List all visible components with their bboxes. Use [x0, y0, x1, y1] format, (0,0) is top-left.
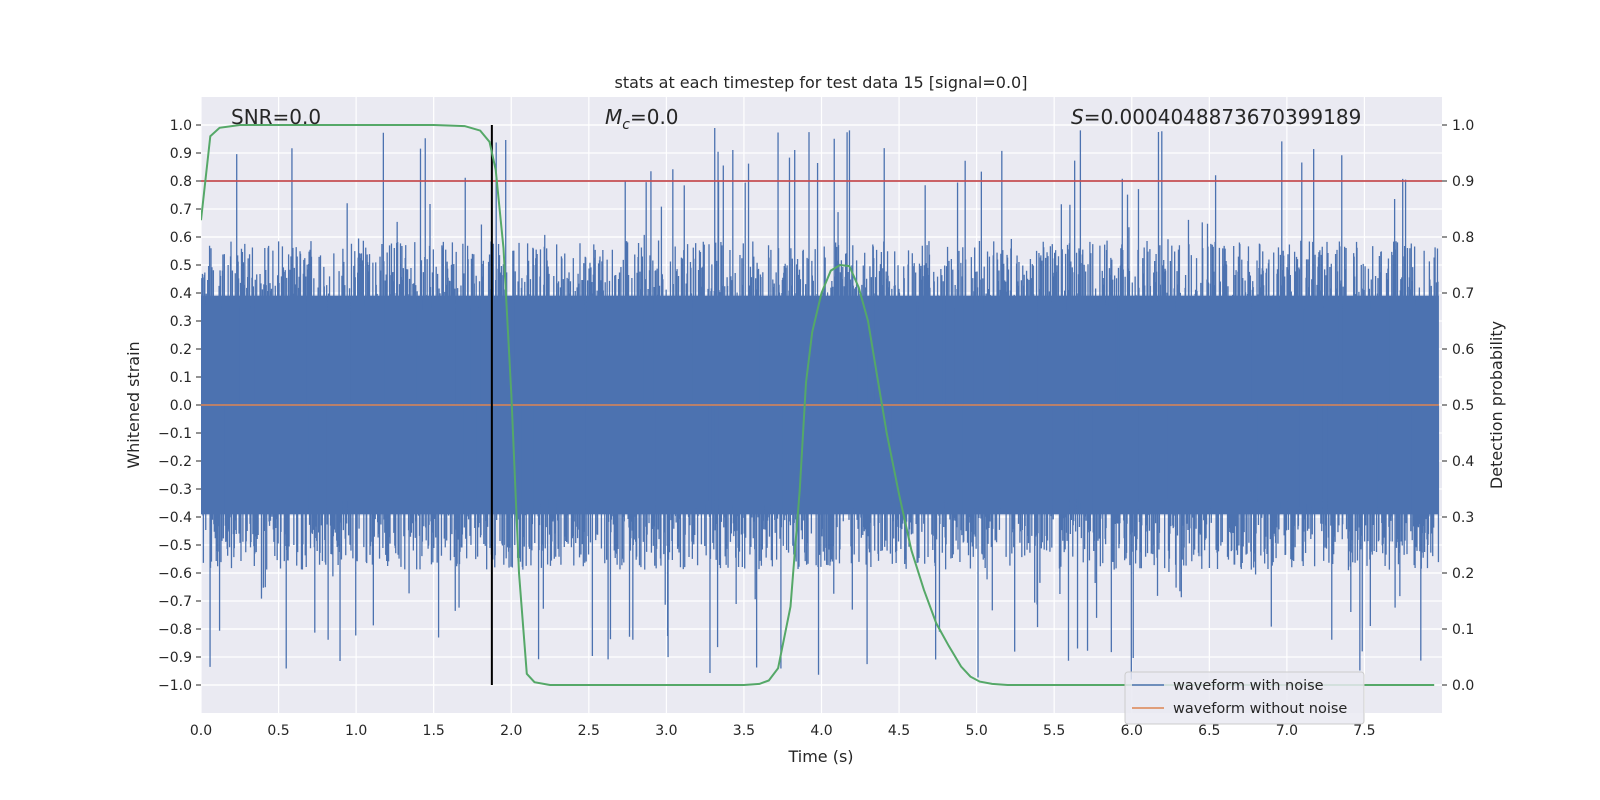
legend: waveform with noise waveform without noi…: [1124, 671, 1365, 725]
x-tick-label: 5.0: [965, 723, 987, 739]
y-tick-label: −0.2: [158, 454, 192, 470]
chirp-mass-value: =0.0: [630, 105, 679, 129]
y2-tick-label: 0.0: [1452, 678, 1474, 694]
y2-tick-label: 0.9: [1452, 174, 1474, 190]
x-tick-label: 1.0: [345, 723, 367, 739]
legend-box: [1124, 671, 1365, 725]
x-tick-label: 4.5: [888, 723, 910, 739]
s-symbol: S: [1071, 105, 1084, 129]
y-tick-label: 0.9: [170, 146, 192, 162]
y2-tick-label: 1.0: [1452, 118, 1474, 134]
y2-tick-label: 0.4: [1452, 454, 1474, 470]
y2-axis-label: Detection probability: [1487, 321, 1506, 489]
x-tick-label: 3.5: [733, 723, 755, 739]
x-axis-label: Time (s): [787, 747, 853, 766]
y-tick-label: 0.3: [170, 314, 192, 330]
y-tick-label: −0.1: [158, 426, 192, 442]
legend-label-waveform-with-noise: waveform with noise: [1173, 678, 1324, 694]
y-tick-label: 0.1: [170, 370, 192, 386]
y2-tick-label: 0.7: [1452, 286, 1474, 302]
x-tick-label: 1.5: [423, 723, 445, 739]
y-ticks: 1.0 0.9 0.8 0.7 0.6 0.5 0.4 0.3 0.2 0.1 0.0 −0.1 −0.…: [158, 118, 201, 694]
chart-title: stats at each timestep for test data 15 …: [615, 73, 1028, 92]
y-tick-label: −0.4: [158, 510, 192, 526]
y-tick-label: 0.7: [170, 202, 192, 218]
y-tick-label: −0.7: [158, 594, 192, 610]
y-tick-label: −0.5: [158, 538, 192, 554]
y-tick-label: −1.0: [158, 678, 192, 694]
x-tick-label: 2.0: [500, 723, 522, 739]
chirp-mass-annotation: Mc=0.0: [605, 105, 679, 133]
y-tick-label: −0.8: [158, 622, 192, 638]
x-ticks: 0.0 0.5 1.0 1.5 2.0 2.5 3.0 3.5 4.0 4.5 5.0 5.5 6.0 6…: [190, 723, 1376, 739]
y2-tick-label: 0.5: [1452, 398, 1474, 414]
x-tick-label: 7.0: [1276, 723, 1298, 739]
y-tick-label: 0.8: [170, 174, 192, 190]
snr-statistic-annotation: S=0.0004048873670399189: [1071, 105, 1361, 129]
y-tick-label: −0.3: [158, 482, 192, 498]
y-tick-label: 0.6: [170, 230, 192, 246]
y-tick-label: 0.2: [170, 342, 192, 358]
y-tick-label: 0.4: [170, 286, 192, 302]
snr-annotation: SNR=0.0: [231, 105, 321, 129]
y-tick-label: −0.6: [158, 566, 192, 582]
x-tick-label: 0.5: [267, 723, 289, 739]
x-tick-label: 6.0: [1121, 723, 1143, 739]
x-tick-label: 7.5: [1353, 723, 1375, 739]
y-tick-label: 0.0: [170, 398, 192, 414]
y-tick-label: 1.0: [170, 118, 192, 134]
chirp-mass-symbol: M: [605, 105, 622, 129]
x-tick-label: 4.0: [810, 723, 832, 739]
x-tick-label: 3.0: [655, 723, 677, 739]
y-tick-label: −0.9: [158, 650, 192, 666]
series-detection-probability: [201, 124, 1435, 686]
noise-trace: [201, 128, 1440, 680]
chirp-mass-subscript: c: [622, 117, 630, 133]
y2-ticks: 1.0 0.9 0.8 0.7 0.6 0.5 0.4 0.3 0.2 0.1 0.0: [1442, 118, 1474, 694]
y2-tick-label: 0.8: [1452, 230, 1474, 246]
legend-label-waveform-without-noise: waveform without noise: [1173, 701, 1347, 717]
y-tick-label: 0.5: [170, 258, 192, 274]
x-tick-label: 6.5: [1198, 723, 1220, 739]
s-value: =0.0004048873670399189: [1084, 105, 1362, 129]
y2-tick-label: 0.1: [1452, 622, 1474, 638]
x-tick-label: 5.5: [1043, 723, 1065, 739]
y-axis-label: Whitened strain: [124, 341, 143, 468]
y2-tick-label: 0.3: [1452, 510, 1474, 526]
y2-tick-label: 0.6: [1452, 342, 1474, 358]
x-tick-label: 0.0: [190, 723, 212, 739]
x-tick-label: 2.5: [578, 723, 600, 739]
y2-tick-label: 0.2: [1452, 566, 1474, 582]
